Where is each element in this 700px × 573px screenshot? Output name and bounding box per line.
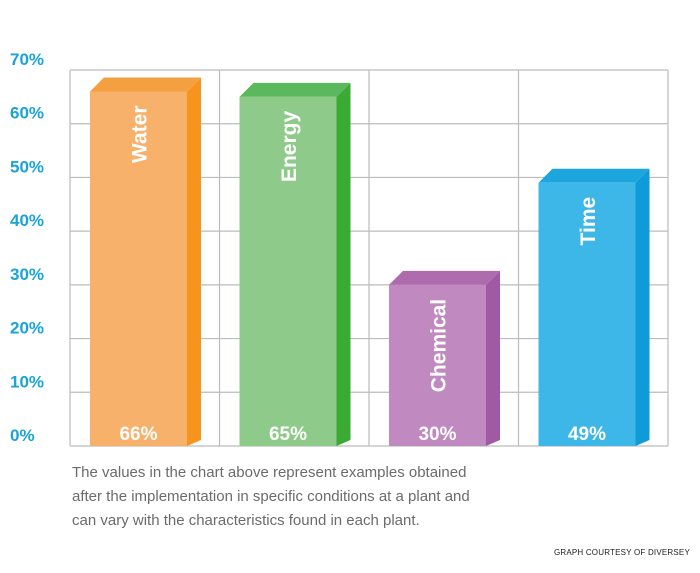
bar-side [486, 270, 500, 446]
caption-line-3: can vary with the characteristics found … [72, 512, 420, 529]
bar-value-label: 66% [119, 424, 157, 445]
bar-side [635, 168, 650, 447]
chart-caption: The values in the chart above represent … [72, 461, 632, 533]
bar-category-label: Time [577, 197, 600, 246]
caption-line-1: The values in the chart above represent … [72, 464, 467, 481]
bar-category-label: Water [129, 105, 152, 163]
bar-side [187, 77, 201, 446]
y-tick-label: 10% [10, 372, 44, 391]
y-tick-label: 20% [10, 319, 44, 338]
bar-water: Water 66% [90, 77, 201, 446]
bar-category-label: Chemical [428, 299, 451, 392]
bar-value-label: 65% [269, 424, 307, 445]
bar-top [90, 77, 201, 92]
bar-front [90, 91, 187, 446]
y-tick-label: 40% [10, 211, 44, 230]
bar-energy: Energy 65% [239, 82, 351, 446]
caption-line-2: after the implementation in specific con… [72, 488, 470, 505]
y-tick-label: 30% [10, 265, 44, 284]
bars: Water 66% Energy 65% Chemical 30% Time 49% [90, 77, 650, 447]
bar-front [389, 284, 486, 446]
bar-side [336, 82, 351, 446]
bar-top [389, 270, 500, 285]
bar-value-label: 30% [418, 424, 456, 445]
y-tick-label: 0% [10, 426, 35, 445]
bar-category-label: Energy [278, 111, 301, 183]
bar-time: Time 49% [538, 168, 650, 447]
bar-chart: 0% 10% 20% 30% 40% 50% 60% 70% Water 66% Energy 65… [10, 50, 669, 447]
y-tick-label: 60% [10, 104, 44, 123]
bar-value-label: 49% [568, 424, 606, 445]
bar-front [239, 96, 337, 446]
y-tick-label: 50% [10, 157, 44, 176]
bar-front [538, 182, 636, 447]
graph-credit: GRAPH COURTESY OF DIVERSEY [553, 548, 690, 557]
y-tick-label: 70% [10, 50, 44, 69]
bar-top [538, 168, 650, 183]
y-axis-ticks: 0% 10% 20% 30% 40% 50% 60% 70% [10, 50, 44, 445]
bar-top [239, 82, 351, 97]
bar-chemical: Chemical 30% [389, 270, 500, 446]
